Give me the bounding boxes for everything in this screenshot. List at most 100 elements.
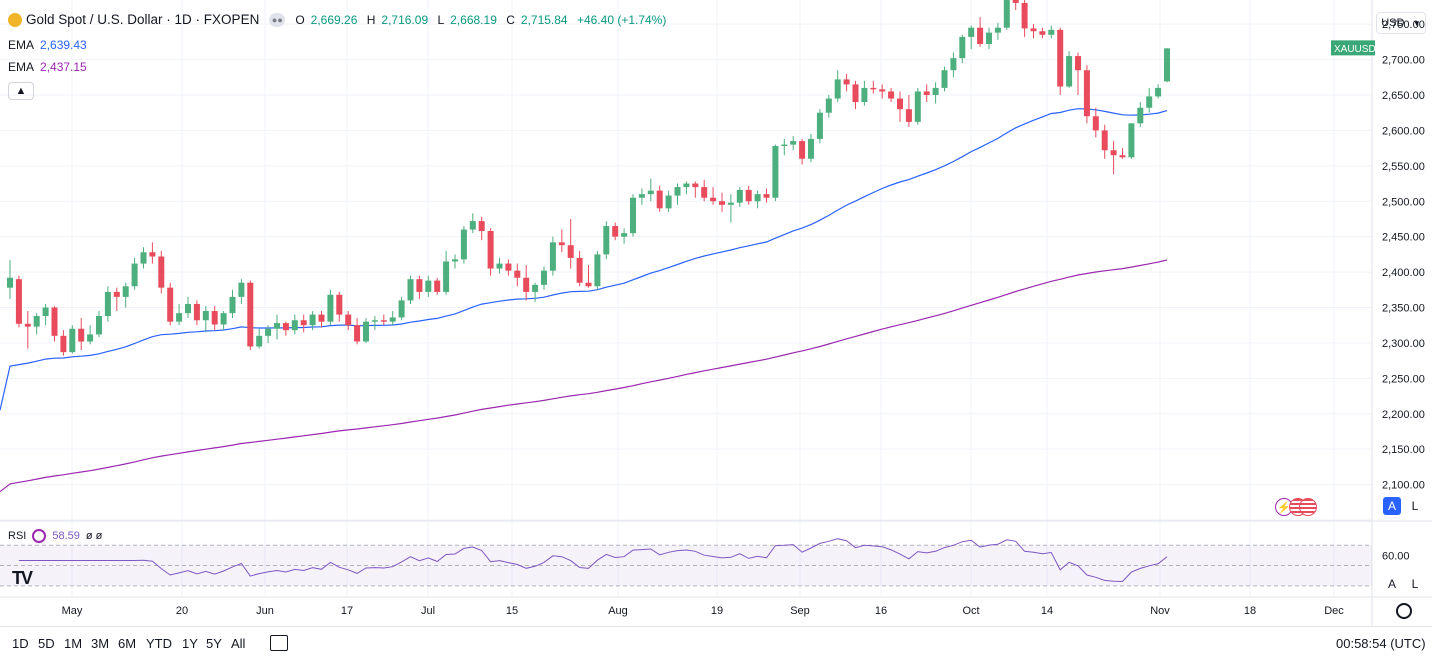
candle[interactable] <box>96 311 102 338</box>
candle[interactable] <box>523 265 530 301</box>
candle[interactable] <box>122 282 129 308</box>
gear-icon[interactable] <box>1396 603 1412 619</box>
candle[interactable] <box>282 321 289 336</box>
candle[interactable] <box>1066 51 1073 88</box>
settings-dots-icon[interactable]: ●● <box>269 12 286 27</box>
rsi-line[interactable] <box>18 538 1168 583</box>
candle[interactable] <box>799 138 806 165</box>
candle[interactable] <box>567 218 574 269</box>
range-button-5y[interactable]: 5Y <box>206 636 222 651</box>
candle[interactable] <box>443 250 450 295</box>
candle[interactable] <box>692 181 699 198</box>
candle[interactable] <box>291 314 298 335</box>
candle[interactable] <box>594 250 601 290</box>
candle[interactable] <box>113 287 120 312</box>
candle[interactable] <box>1128 123 1135 159</box>
candle[interactable] <box>638 188 645 205</box>
candle[interactable] <box>185 296 191 319</box>
candle[interactable] <box>923 84 930 103</box>
candle[interactable] <box>665 190 672 212</box>
candle[interactable] <box>1012 0 1019 10</box>
candle[interactable] <box>1137 102 1144 127</box>
calendar-icon[interactable] <box>270 635 288 651</box>
candle[interactable] <box>558 229 565 253</box>
ema-slow-line[interactable] <box>0 259 1168 493</box>
candle[interactable] <box>140 247 147 269</box>
candle[interactable] <box>1048 25 1055 39</box>
candle[interactable] <box>790 136 797 151</box>
candle[interactable] <box>745 185 752 205</box>
currency-select[interactable]: USD ▼ <box>1376 12 1426 34</box>
candle[interactable] <box>834 70 841 103</box>
candle[interactable] <box>87 325 94 345</box>
candle[interactable] <box>861 80 868 106</box>
candle[interactable] <box>674 183 681 205</box>
candle[interactable] <box>816 109 823 144</box>
candle[interactable] <box>621 228 628 244</box>
candle[interactable] <box>193 300 200 326</box>
candle[interactable] <box>736 187 743 207</box>
candle[interactable] <box>478 216 485 241</box>
candle[interactable] <box>380 314 387 326</box>
candle[interactable] <box>158 250 165 294</box>
candle[interactable] <box>932 82 939 104</box>
candle[interactable] <box>914 87 921 125</box>
range-button-5d[interactable]: 5D <box>38 636 55 651</box>
candle[interactable] <box>968 25 975 49</box>
candle[interactable] <box>701 180 708 202</box>
candle[interactable] <box>398 296 405 321</box>
candle[interactable] <box>238 279 245 304</box>
candle[interactable] <box>469 213 476 234</box>
clock[interactable]: 00:58:54 (UTC) <box>1336 636 1426 651</box>
candle[interactable] <box>371 316 378 331</box>
candle[interactable] <box>211 306 218 331</box>
candle[interactable] <box>1146 87 1153 113</box>
candle[interactable] <box>781 138 788 156</box>
candle[interactable] <box>1003 0 1010 30</box>
range-button-1d[interactable]: 1D <box>12 636 29 651</box>
candle[interactable] <box>905 95 912 127</box>
lightning-icon[interactable]: ⚡ <box>1275 498 1293 516</box>
candle[interactable] <box>959 34 966 64</box>
symbol-badge[interactable] <box>1331 40 1375 56</box>
candle[interactable] <box>870 80 877 94</box>
candle[interactable] <box>1164 48 1170 83</box>
candle[interactable] <box>354 318 361 345</box>
candle[interactable] <box>763 188 770 203</box>
ema-fast-line[interactable] <box>0 108 1168 411</box>
candle[interactable] <box>318 311 325 328</box>
candle[interactable] <box>327 289 334 326</box>
candle[interactable] <box>647 178 654 202</box>
ema-fast-legend[interactable]: EMA 2,639.43 <box>8 38 93 52</box>
candle[interactable] <box>274 314 280 340</box>
tradingview-logo[interactable]: TV <box>12 568 33 589</box>
range-button-6m[interactable]: 6M <box>118 636 137 651</box>
candle[interactable] <box>202 306 209 333</box>
candle[interactable] <box>256 328 263 349</box>
auto-scale-button[interactable]: A <box>1383 497 1401 515</box>
candle[interactable] <box>60 330 67 356</box>
candle[interactable] <box>496 257 503 274</box>
candle[interactable] <box>1092 107 1099 138</box>
candle[interactable] <box>888 87 895 103</box>
candle[interactable] <box>1021 0 1028 37</box>
candle[interactable] <box>1057 27 1064 95</box>
candle[interactable] <box>24 311 31 349</box>
candle[interactable] <box>33 313 40 335</box>
candle[interactable] <box>1030 24 1037 39</box>
candle[interactable] <box>630 194 636 237</box>
candle[interactable] <box>336 291 343 322</box>
candle[interactable] <box>176 303 183 326</box>
symbol-title[interactable]: Gold Spot / U.S. Dollar · 1D · FXOPEN <box>26 12 260 27</box>
candle[interactable] <box>941 66 948 92</box>
candle[interactable] <box>977 17 984 47</box>
candle[interactable] <box>460 226 467 264</box>
candle[interactable] <box>78 318 85 350</box>
candle[interactable] <box>220 311 227 331</box>
candle[interactable] <box>576 250 583 287</box>
range-button-3m[interactable]: 3M <box>91 636 110 651</box>
candle[interactable] <box>754 190 761 209</box>
collapse-legend-button[interactable]: ▲ <box>8 82 34 100</box>
candle[interactable] <box>772 144 779 202</box>
